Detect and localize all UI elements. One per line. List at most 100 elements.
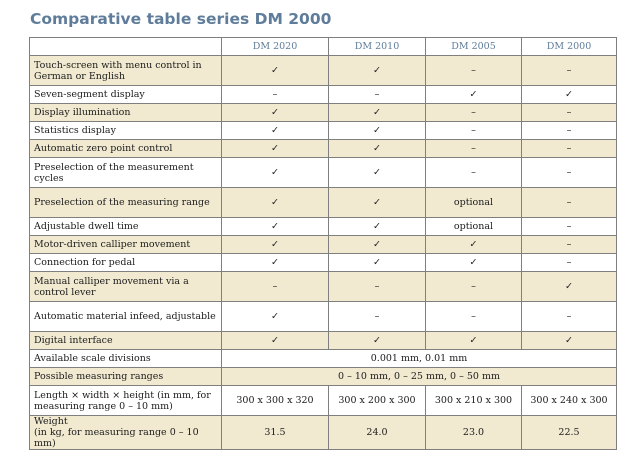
feature-value: – bbox=[521, 253, 617, 272]
feature-value: – bbox=[328, 271, 426, 302]
feature-label: Digital interface bbox=[29, 331, 222, 350]
feature-value: ✓ bbox=[328, 55, 426, 86]
dimension-value: 300 x 210 x 300 bbox=[425, 385, 522, 416]
feature-value: – bbox=[521, 217, 617, 236]
feature-value: ✓ bbox=[328, 235, 426, 254]
feature-value: – bbox=[521, 139, 617, 158]
feature-value: ✓ bbox=[425, 331, 522, 350]
feature-value: – bbox=[328, 85, 426, 104]
feature-label: Display illumination bbox=[29, 103, 222, 122]
table-row: Motor-driven calliper movement ✓ ✓ ✓ – bbox=[29, 235, 617, 254]
feature-value: optional bbox=[425, 187, 522, 218]
feature-value: ✓ bbox=[221, 253, 329, 272]
table-row: Seven-segment display – – ✓ ✓ bbox=[29, 85, 617, 104]
table-row: Digital interface ✓ ✓ ✓ ✓ bbox=[29, 331, 617, 350]
feature-value: – bbox=[221, 85, 329, 104]
table-row: Possible measuring ranges 0 – 10 mm, 0 – … bbox=[29, 367, 617, 386]
table-row: Connection for pedal ✓ ✓ ✓ – bbox=[29, 253, 617, 272]
weight-value: 31.5 bbox=[221, 415, 329, 450]
spanning-value: 0 – 10 mm, 0 – 25 mm, 0 – 50 mm bbox=[221, 367, 617, 386]
feature-value: – bbox=[521, 55, 617, 86]
feature-label: Motor-driven calliper movement bbox=[29, 235, 222, 254]
feature-value: ✓ bbox=[425, 253, 522, 272]
feature-value: ✓ bbox=[221, 157, 329, 188]
feature-label: Possible measuring ranges bbox=[29, 367, 222, 386]
feature-value: – bbox=[425, 55, 522, 86]
feature-value: ✓ bbox=[221, 103, 329, 122]
table-row: Automatic material infeed, adjustable ✓ – –… bbox=[29, 301, 617, 332]
table-row: Automatic zero point control ✓ ✓ – – bbox=[29, 139, 617, 158]
feature-value: ✓ bbox=[328, 187, 426, 218]
header-row: DM 2020 DM 2010 DM 2005 DM 2000 bbox=[29, 37, 617, 56]
feature-value: ✓ bbox=[328, 139, 426, 158]
feature-label: Adjustable dwell time bbox=[29, 217, 222, 236]
feature-value: ✓ bbox=[328, 157, 426, 188]
table-row: Display illumination ✓ ✓ – – bbox=[29, 103, 617, 122]
table-row: Preselection of the measuring range ✓ ✓ opt… bbox=[29, 187, 617, 218]
comparison-table: DM 2020 DM 2010 DM 2005 DM 2000 Touch-sc… bbox=[29, 37, 617, 450]
feature-value: ✓ bbox=[425, 235, 522, 254]
feature-value: – bbox=[425, 139, 522, 158]
feature-value: ✓ bbox=[521, 85, 617, 104]
feature-label: Weight (in kg, for measuring range 0 – 10… bbox=[29, 415, 222, 450]
feature-value: ✓ bbox=[221, 301, 329, 332]
feature-value: ✓ bbox=[521, 271, 617, 302]
feature-value: ✓ bbox=[221, 331, 329, 350]
feature-value: ✓ bbox=[328, 103, 426, 122]
feature-label: Manual calliper movement via a control l… bbox=[29, 271, 222, 302]
feature-value: – bbox=[521, 301, 617, 332]
column-header: DM 2020 bbox=[221, 37, 329, 56]
weight-value: 22.5 bbox=[521, 415, 617, 450]
feature-label: Preselection of the measuring range bbox=[29, 187, 222, 218]
feature-value: – bbox=[425, 301, 522, 332]
feature-value: ✓ bbox=[328, 331, 426, 350]
feature-value: ✓ bbox=[221, 55, 329, 86]
feature-label: Available scale divisions bbox=[29, 349, 222, 368]
feature-value: ✓ bbox=[221, 139, 329, 158]
feature-value: – bbox=[521, 157, 617, 188]
weight-label: Weight bbox=[34, 416, 68, 427]
feature-label: Automatic material infeed, adjustable bbox=[29, 301, 222, 332]
table-row: Weight (in kg, for measuring range 0 – 10… bbox=[29, 415, 617, 450]
feature-label: Length × width × height (in mm, for meas… bbox=[29, 385, 222, 416]
feature-value: – bbox=[425, 103, 522, 122]
table-row: Length × width × height (in mm, for meas… bbox=[29, 385, 617, 416]
feature-value: – bbox=[521, 235, 617, 254]
feature-value: ✓ bbox=[328, 217, 426, 236]
feature-value: optional bbox=[425, 217, 522, 236]
feature-value: – bbox=[425, 121, 522, 140]
feature-value: ✓ bbox=[521, 331, 617, 350]
weight-value: 24.0 bbox=[328, 415, 426, 450]
feature-value: ✓ bbox=[221, 235, 329, 254]
table-row: Preselection of the measurement cycles ✓ ✓… bbox=[29, 157, 617, 188]
feature-label: Touch-screen with menu control in German… bbox=[29, 55, 222, 86]
feature-value: ✓ bbox=[328, 253, 426, 272]
column-header: DM 2000 bbox=[521, 37, 617, 56]
dimension-value: 300 x 300 x 320 bbox=[221, 385, 329, 416]
feature-value: ✓ bbox=[221, 187, 329, 218]
dimension-value: 300 x 240 x 300 bbox=[521, 385, 617, 416]
feature-value: – bbox=[221, 271, 329, 302]
weight-value: 23.0 bbox=[425, 415, 522, 450]
table-row: Available scale divisions 0.001 mm, 0.01 … bbox=[29, 349, 617, 368]
feature-value: – bbox=[328, 301, 426, 332]
feature-value: ✓ bbox=[425, 85, 522, 104]
table-row: Statistics display ✓ ✓ – – bbox=[29, 121, 617, 140]
page-title: Comparative table series DM 2000 bbox=[30, 10, 332, 28]
feature-value: – bbox=[521, 121, 617, 140]
spanning-value: 0.001 mm, 0.01 mm bbox=[221, 349, 617, 368]
feature-label: Seven-segment display bbox=[29, 85, 222, 104]
table-row: Touch-screen with menu control in German… bbox=[29, 55, 617, 86]
header-blank-cell bbox=[29, 37, 222, 56]
weight-label-detail: (in kg, for measuring range 0 – 10 mm) bbox=[34, 427, 199, 449]
feature-label: Preselection of the measurement cycles bbox=[29, 157, 222, 188]
dimension-value: 300 x 200 x 300 bbox=[328, 385, 426, 416]
column-header: DM 2010 bbox=[328, 37, 426, 56]
feature-value: – bbox=[521, 187, 617, 218]
feature-value: ✓ bbox=[328, 121, 426, 140]
feature-value: – bbox=[521, 103, 617, 122]
column-header: DM 2005 bbox=[425, 37, 522, 56]
table-row: Manual calliper movement via a control l… bbox=[29, 271, 617, 302]
feature-value: ✓ bbox=[221, 121, 329, 140]
feature-value: – bbox=[425, 157, 522, 188]
